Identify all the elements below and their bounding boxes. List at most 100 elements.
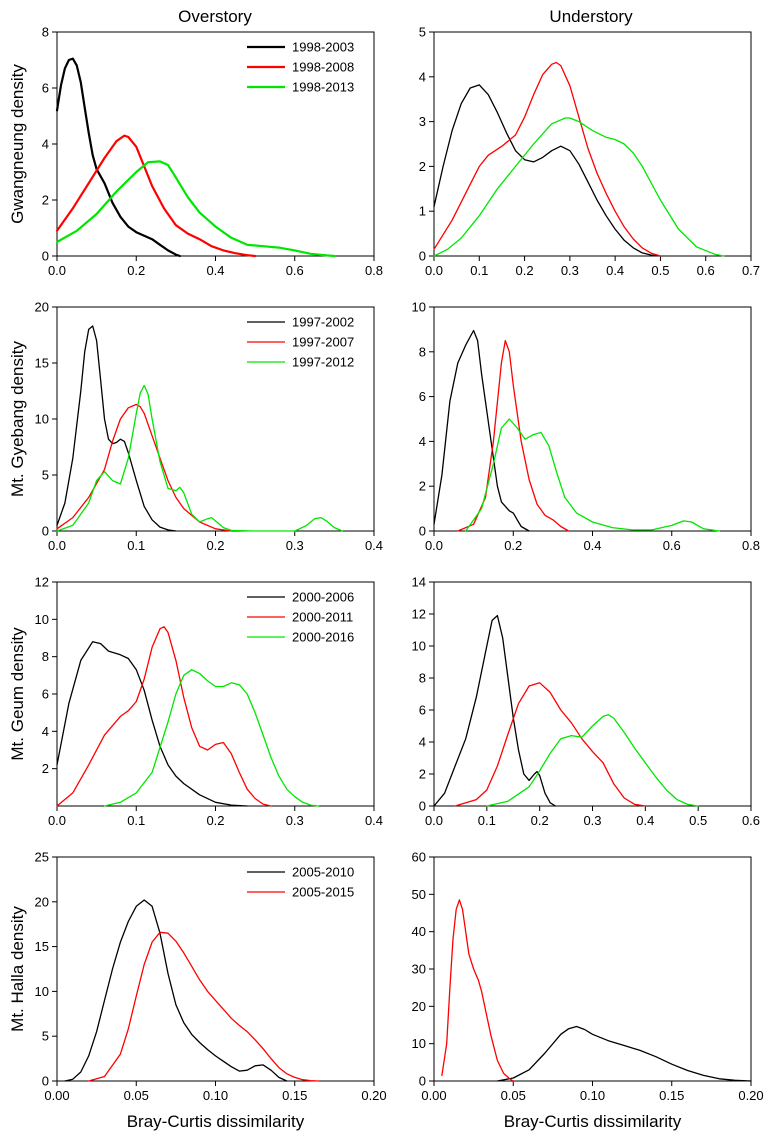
column-title-overstory: Overstory: [178, 7, 252, 26]
x-tick-label: 0.10: [203, 1088, 228, 1103]
y-tick-label: 6: [419, 389, 426, 404]
x-tick-label: 0.0: [425, 538, 443, 553]
y-tick-label: 15: [35, 939, 49, 954]
y-tick-label: 8: [419, 344, 426, 359]
y-tick-label: 6: [42, 81, 49, 96]
y-tick-label: 4: [419, 434, 426, 449]
y-tick-label: 8: [42, 25, 49, 40]
y-tick-label: 10: [35, 984, 49, 999]
panels: 0.0 0.2 0.4 0.6 0.8 0 2 4 6 8 Gwangneung density 19…: [8, 25, 764, 1132]
x-tick-label: 0.1: [470, 263, 488, 278]
density-curve-1998-2008: [433, 61, 662, 257]
x-tick-label: 0.20: [738, 1088, 763, 1103]
x-tick-label: 0.1: [478, 813, 496, 828]
y-tick-label: 1: [419, 204, 426, 219]
x-tick-label: 0.4: [583, 538, 601, 553]
plot-frame: [433, 581, 752, 807]
y-tick-label: 4: [42, 137, 49, 152]
x-tick-label: 0.1: [127, 813, 145, 828]
y-tick-label: 5: [42, 1029, 49, 1044]
x-tick-label: 0.20: [361, 1088, 386, 1103]
density-curve-1998-2003: [433, 84, 662, 257]
x-tick-label: 0.15: [282, 1088, 307, 1103]
x-tick-label: 0.2: [531, 813, 549, 828]
x-tick-label: 0.2: [516, 263, 534, 278]
y-tick-label: 0: [42, 524, 49, 539]
y-tick-label: 20: [35, 300, 49, 315]
x-tick-label: 0.4: [636, 813, 654, 828]
y-tick-label: 2: [419, 159, 426, 174]
density-curve-1997-2007: [56, 403, 232, 532]
understory-gyebang-panel: 0.0 0.2 0.4 0.6 0.8 0 2 4 6 8 10: [412, 300, 761, 554]
y-axis-label: Mt. Halla density: [8, 906, 27, 1032]
density-curve-1998-2003: [55, 57, 181, 258]
y-tick-label: 15: [35, 356, 49, 371]
density-curve-2005-2010: [64, 899, 288, 1082]
y-tick-label: 50: [412, 887, 426, 902]
x-tick-label: 0.05: [124, 1088, 149, 1103]
overstory-gyebang-panel: 0.0 0.1 0.2 0.3 0.4 0 5 10 15 20 Mt. Gyebang densi…: [8, 300, 383, 554]
x-tick-label: 0.0: [48, 538, 66, 553]
x-tick-label: 0.00: [44, 1088, 69, 1103]
y-tick-label: 2: [42, 193, 49, 208]
y-tick-label: 2: [42, 761, 49, 776]
y-tick-label: 0: [42, 1074, 49, 1089]
y-tick-label: 20: [412, 999, 426, 1014]
density-curve-1998-2008: [55, 134, 257, 258]
y-axis-label: Mt. Geum density: [8, 627, 27, 761]
plot-frame: [433, 306, 752, 532]
x-tick-label: 0.05: [501, 1088, 526, 1103]
y-tick-label: 4: [419, 69, 426, 84]
x-tick-label: 0.00: [421, 1088, 446, 1103]
legend-label: 2005-2015: [292, 885, 354, 900]
x-tick-label: 0.6: [742, 813, 760, 828]
y-tick-label: 2: [419, 479, 426, 494]
x-tick-label: 0.4: [365, 813, 383, 828]
y-tick-label: 10: [412, 1036, 426, 1051]
density-curve-2000-2016: [486, 714, 699, 807]
x-tick-label: 0.5: [651, 263, 669, 278]
x-tick-label: 0.8: [742, 538, 760, 553]
y-tick-label: 40: [412, 924, 426, 939]
x-tick-label: 0.4: [606, 263, 624, 278]
density-curve-1998-2013: [55, 160, 336, 258]
density-curve-2000-2016: [103, 669, 320, 807]
density-curve-2005-2015: [88, 931, 320, 1082]
y-tick-label: 6: [419, 703, 426, 718]
y-tick-label: 5: [42, 468, 49, 483]
x-tick-label: 0.0: [425, 263, 443, 278]
y-tick-label: 0: [419, 524, 426, 539]
y-axis-label: Mt. Gyebang density: [8, 341, 27, 497]
y-tick-label: 3: [419, 114, 426, 129]
density-curve-2000-2006: [433, 614, 557, 807]
y-tick-label: 5: [419, 25, 426, 40]
x-tick-label: 0.8: [365, 263, 383, 278]
y-tick-label: 0: [42, 249, 49, 264]
legend-label: 2000-2006: [292, 590, 354, 605]
y-tick-label: 6: [42, 687, 49, 702]
x-tick-label: 0.15: [659, 1088, 684, 1103]
density-curve-2000-2011: [56, 626, 272, 807]
legend-label: 2000-2016: [292, 630, 354, 645]
x-tick-label: 0.3: [286, 538, 304, 553]
x-axis-label: Bray-Curtis dissimilarity: [127, 1112, 305, 1131]
x-tick-label: 0.6: [286, 263, 304, 278]
x-tick-label: 0.5: [689, 813, 707, 828]
density-curve-1997-2012: [465, 418, 720, 532]
density-curve-2000-2011: [454, 682, 646, 807]
y-tick-label: 10: [412, 300, 426, 315]
y-tick-label: 8: [419, 671, 426, 686]
overstory-halla-panel: 0.00 0.05 0.10 0.15 0.20 0 5 10 15 20 25 Mt. Halla …: [8, 850, 387, 1132]
density-curve-2005-2010: [496, 1025, 752, 1082]
x-tick-label: 0.10: [580, 1088, 605, 1103]
y-tick-label: 0: [419, 1074, 426, 1089]
x-tick-label: 0.2: [504, 538, 522, 553]
x-tick-label: 0.3: [286, 813, 304, 828]
y-tick-label: 25: [35, 850, 49, 865]
legend-label: 2000-2011: [292, 610, 353, 625]
understory-geum-panel: 0.0 0.1 0.2 0.3 0.4 0.5 0.6 0 2 4 6 8 10 12 14: [412, 575, 761, 829]
y-tick-label: 8: [42, 649, 49, 664]
x-tick-label: 0.6: [663, 538, 681, 553]
x-tick-label: 0.2: [206, 813, 224, 828]
